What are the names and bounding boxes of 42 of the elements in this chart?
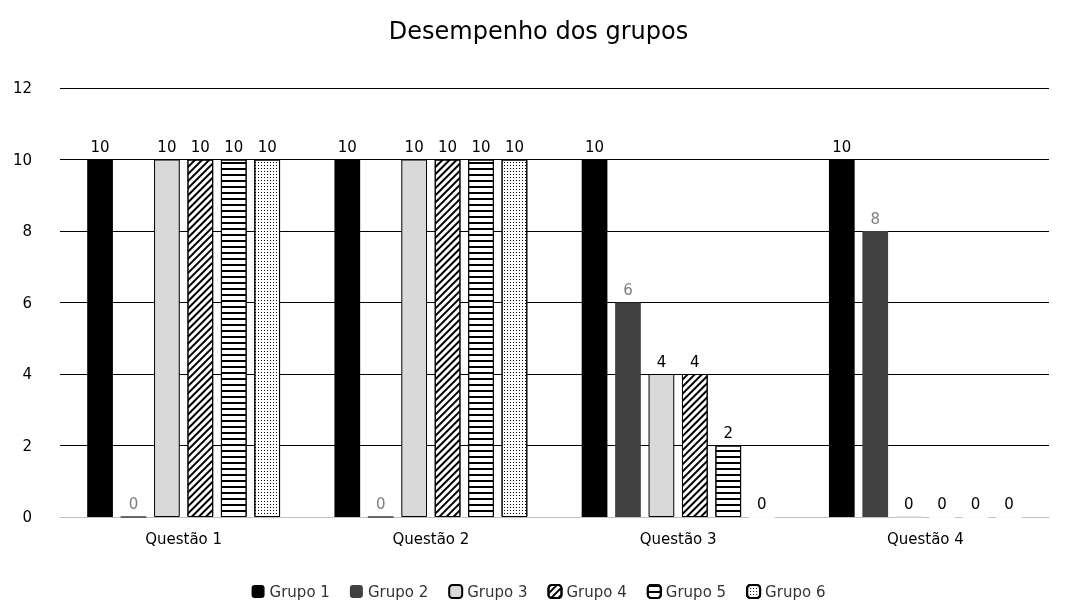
x-tick-label: Questão 2: [392, 529, 470, 548]
data-label: 10: [585, 138, 605, 156]
data-label: 10: [257, 138, 277, 156]
legend-label: Grupo 6: [765, 582, 826, 601]
data-label: 0: [375, 494, 386, 513]
data-label: 0: [903, 494, 914, 513]
legend-label: Grupo 1: [269, 582, 330, 601]
y-tick-label: 0: [22, 508, 32, 526]
legend-label: Grupo 5: [665, 582, 727, 601]
data-label: 10: [190, 138, 210, 156]
y-tick-label: 12: [12, 79, 32, 97]
data-label: 6: [623, 281, 633, 299]
data-label: 0: [756, 494, 767, 513]
data-label: 10: [832, 138, 852, 156]
data-label: 0: [1004, 494, 1014, 513]
data-label: 4: [656, 352, 667, 371]
data-label: 10: [224, 138, 244, 156]
data-label: 10: [404, 138, 424, 156]
y-tick-label: 10: [12, 150, 32, 169]
x-tick-label: Questão 3: [639, 529, 717, 548]
data-label: 10: [438, 138, 458, 156]
y-tick-label: 4: [22, 365, 32, 383]
data-label: 10: [90, 138, 110, 156]
data-label: 0: [970, 494, 981, 513]
x-tick-label: Questão 4: [886, 529, 964, 548]
data-label: 8: [870, 209, 881, 228]
data-label: 4: [690, 352, 700, 371]
y-tick-label: 8: [22, 222, 32, 240]
y-tick-label: 2: [22, 436, 32, 455]
legend-label: Grupo 2: [367, 582, 429, 601]
data-label: 10: [471, 138, 491, 156]
y-tick-label: 6: [22, 293, 32, 312]
data-label: 10: [504, 138, 524, 156]
legend-label: Grupo 3: [467, 582, 528, 601]
legend-label: Grupo 4: [566, 582, 627, 601]
data-label: 10: [157, 138, 177, 156]
chart-title: Desempenho dos grupos: [388, 17, 689, 45]
x-tick-label: Questão 1: [145, 529, 223, 548]
data-label: 0: [937, 494, 947, 513]
data-label: 10: [337, 138, 357, 156]
data-label: 2: [723, 424, 734, 442]
data-label: 0: [128, 494, 139, 513]
